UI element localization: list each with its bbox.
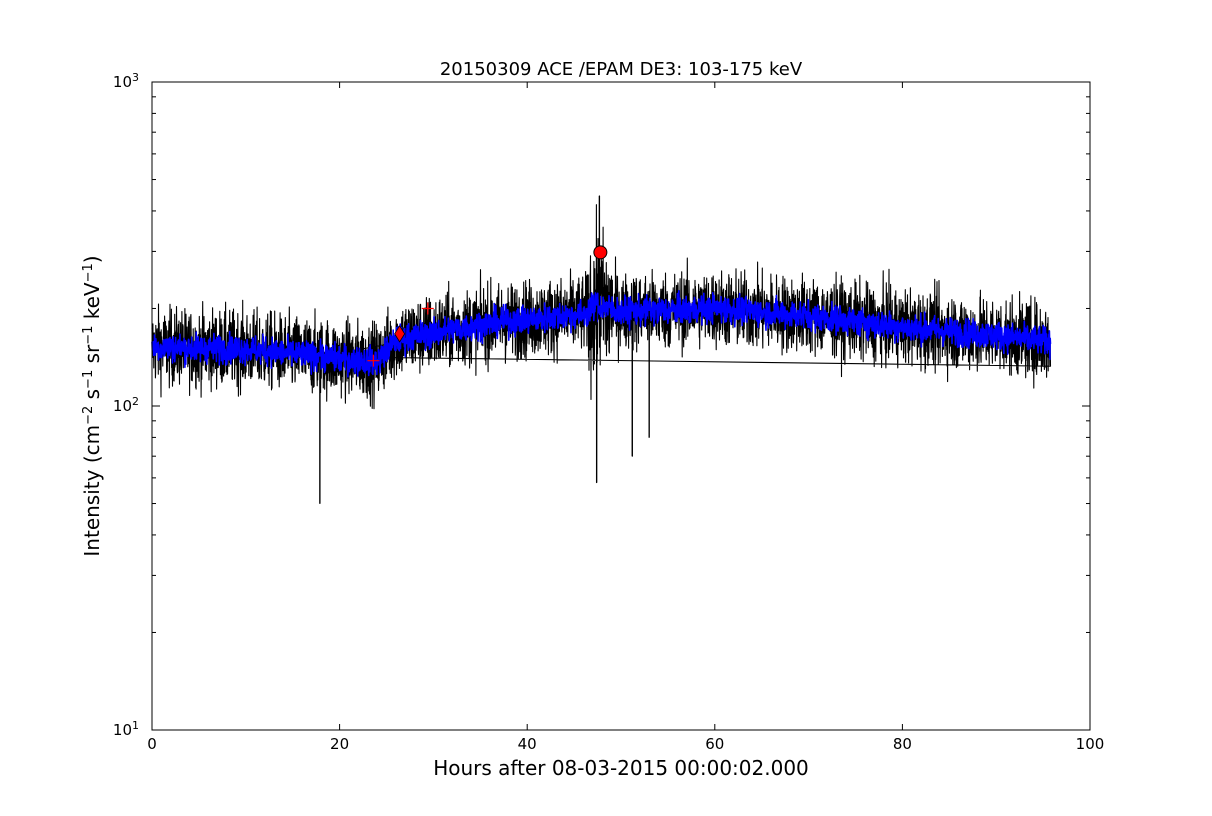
y-label-exp-2: −1	[81, 370, 96, 389]
y-label-sr: sr	[80, 344, 104, 370]
series-layer	[151, 195, 1052, 505]
x-tick-label-100: 100	[1076, 735, 1105, 753]
marker-plus-1	[367, 354, 380, 367]
ticks-layer: 0 20 40 60 80 100 101 102 103	[113, 71, 1104, 754]
x-tick-label-0: 0	[147, 735, 157, 753]
y-tick-exponent-10: 1	[132, 719, 139, 732]
y-label-main: Intensity (cm	[80, 425, 104, 557]
x-tick-label-40: 40	[518, 735, 537, 753]
marker-circle-4	[593, 245, 608, 260]
marker-plus-3	[421, 302, 434, 315]
markers-layer	[367, 245, 608, 367]
y-label-exp-4: −1	[81, 263, 96, 282]
y-tick-exponent-1000: 3	[132, 71, 139, 84]
y-label-s: s	[80, 389, 104, 406]
x-axis-label: Hours after 08-03-2015 00:00:02.000	[433, 756, 809, 780]
plot-frame	[151, 81, 1091, 731]
x-tick-label-20: 20	[330, 735, 349, 753]
chart-title: 20150309 ACE /EPAM DE3: 103-175 keV	[440, 59, 803, 80]
y-tick-label-1000: 103	[113, 71, 139, 92]
y-label-close: )	[80, 255, 104, 263]
x-tick-label-80: 80	[893, 735, 912, 753]
y-axis-label: Intensity (cm−2 s−1 sr−1 keV−1)	[80, 255, 104, 556]
series-2-line	[151, 289, 1052, 378]
y-tick-label-10: 101	[113, 719, 139, 740]
y-tick-exponent-100: 2	[132, 395, 139, 408]
marker-diamond-2	[394, 325, 406, 343]
y-label-exp-1: −2	[81, 406, 96, 425]
y-label-kev: keV	[80, 282, 104, 326]
y-label-exp-3: −1	[81, 326, 96, 345]
y-tick-label-100: 102	[113, 395, 139, 416]
x-tick-label-60: 60	[705, 735, 724, 753]
